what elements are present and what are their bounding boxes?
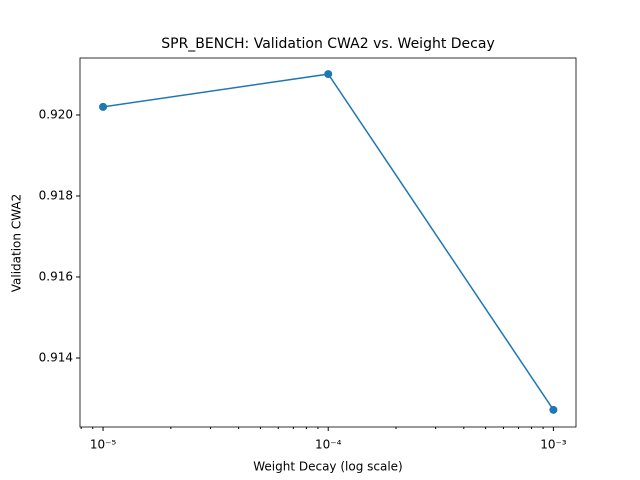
y-tick-label: 0.916 [39, 269, 73, 283]
plot-frame [79, 57, 577, 428]
marker [324, 70, 333, 79]
marker [99, 102, 108, 111]
y-tick-label: 0.920 [39, 107, 73, 121]
marker [549, 405, 558, 414]
x-tick-label: 10⁻³ [540, 438, 567, 452]
chart-title: SPR_BENCH: Validation CWA2 vs. Weight De… [161, 36, 494, 52]
x-tick-label: 10⁻⁵ [90, 438, 117, 452]
y-axis-label: Validation CWA2 [10, 194, 24, 293]
y-tick-label: 0.914 [39, 350, 73, 364]
x-axis-label: Weight Decay (log scale) [253, 460, 403, 474]
y-tick-label: 0.918 [39, 188, 73, 202]
x-tick-label: 10⁻⁴ [315, 438, 342, 452]
